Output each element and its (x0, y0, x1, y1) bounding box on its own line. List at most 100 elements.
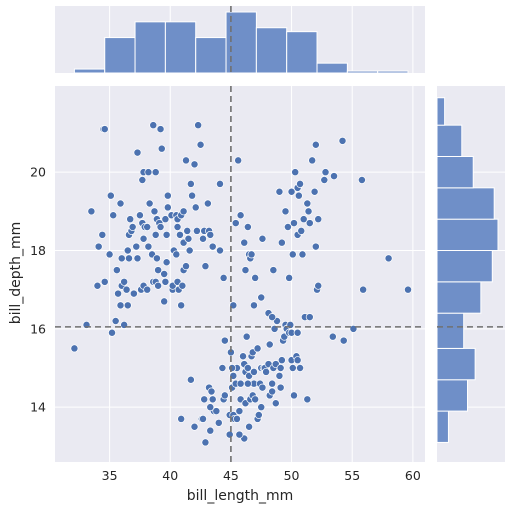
y-histogram-bar (436, 312, 465, 349)
scatter-point (212, 407, 221, 416)
scatter-point (161, 215, 170, 224)
scatter-point (111, 317, 120, 325)
scatter-point (163, 191, 172, 200)
main-plot-panel (55, 86, 425, 462)
scatter-point (156, 125, 165, 134)
scatter-point (188, 191, 197, 200)
scatter-point (206, 426, 215, 435)
scatter-point (304, 207, 313, 216)
scatter-point (271, 399, 280, 408)
scatter-point (243, 364, 252, 372)
scatter-point (93, 281, 102, 290)
scatter-point (268, 387, 277, 396)
x-tick-label: 45 (223, 468, 239, 483)
y-axis-label: bill_depth_mm (8, 222, 24, 325)
scatter-point (154, 281, 163, 290)
scatter-point (108, 328, 116, 337)
scatter-point (299, 215, 308, 224)
scatter-point (276, 364, 285, 372)
scatter-point (359, 285, 368, 294)
scatter-point (235, 407, 244, 416)
x-histogram-bar (316, 62, 348, 74)
scatter-point (269, 266, 278, 275)
scatter-point (241, 266, 250, 275)
scatter-point (144, 242, 153, 251)
scatter-point (150, 207, 159, 216)
x-histogram-bar (104, 37, 136, 74)
scatter-point (228, 364, 237, 372)
scatter-point (328, 332, 337, 341)
scatter-point (162, 258, 171, 267)
scatter-point (143, 285, 152, 294)
scatter-point (208, 242, 217, 251)
scatter-point (201, 262, 210, 271)
scatter-point (192, 226, 201, 235)
scatter-point (258, 234, 267, 243)
scatter-point (138, 176, 147, 184)
scatter-point (70, 344, 79, 353)
scatter-point (190, 160, 199, 169)
scatter-point (220, 391, 229, 400)
x-tick-label: 55 (344, 468, 360, 483)
scatter-point (303, 395, 312, 404)
scatter-point (114, 289, 123, 298)
scatter-point (283, 223, 292, 231)
scatter-point (100, 125, 109, 134)
scatter-point (194, 121, 203, 130)
scatter-point (257, 293, 266, 302)
scatter-point (207, 387, 216, 396)
scatter-point (404, 285, 412, 294)
scatter-point (177, 301, 186, 310)
scatter-point (191, 203, 200, 212)
scatter-point (173, 223, 182, 231)
y-tick-label: 18 (30, 243, 46, 258)
x-histogram-bar (286, 31, 318, 74)
scatter-point (294, 191, 303, 200)
y-histogram-bar (436, 347, 476, 381)
scatter-point (277, 238, 286, 247)
scatter-point (152, 254, 161, 263)
scatter-point (200, 395, 209, 404)
scatter-point (218, 364, 227, 372)
scatter-point (162, 230, 171, 239)
scatter-point (185, 246, 194, 255)
scatter-point (208, 395, 217, 404)
scatter-point (251, 273, 260, 282)
scatter-point (234, 156, 243, 165)
scatter-point (190, 422, 199, 431)
scatter-point (242, 332, 251, 341)
scatter-point (277, 356, 286, 365)
scatter-point (203, 199, 212, 208)
scatter-point (231, 219, 240, 228)
scatter-point (105, 250, 114, 259)
scatter-point (125, 254, 133, 263)
x-marginal-histogram (73, 11, 409, 74)
scatter-point (303, 199, 312, 208)
scatter-point (135, 211, 144, 220)
scatter-point (116, 301, 125, 310)
scatter-point (245, 422, 254, 431)
y-tick-labels: 14 16 18 20 (30, 165, 46, 415)
x-histogram-bar (164, 21, 197, 74)
scatter-point (123, 246, 132, 255)
main-panel-background (55, 86, 425, 462)
scatter-point (296, 364, 304, 372)
y-tick-label: 14 (30, 400, 46, 415)
y-histogram-bar (436, 124, 463, 157)
y-histogram-bar (436, 250, 493, 283)
scatter-point (160, 270, 169, 278)
scatter-point (157, 144, 166, 153)
scatter-point (214, 418, 223, 427)
scatter-point (235, 430, 244, 439)
scatter-point (357, 176, 366, 184)
x-tick-label: 50 (284, 468, 300, 483)
scatter-point (206, 230, 215, 239)
scatter-point (236, 379, 245, 388)
scatter-point (239, 352, 247, 361)
scatter-point (160, 297, 169, 306)
scatter-point (288, 250, 297, 259)
y-histogram-bar (436, 281, 482, 314)
scatter-points (70, 121, 412, 447)
scatter-point (94, 242, 103, 251)
